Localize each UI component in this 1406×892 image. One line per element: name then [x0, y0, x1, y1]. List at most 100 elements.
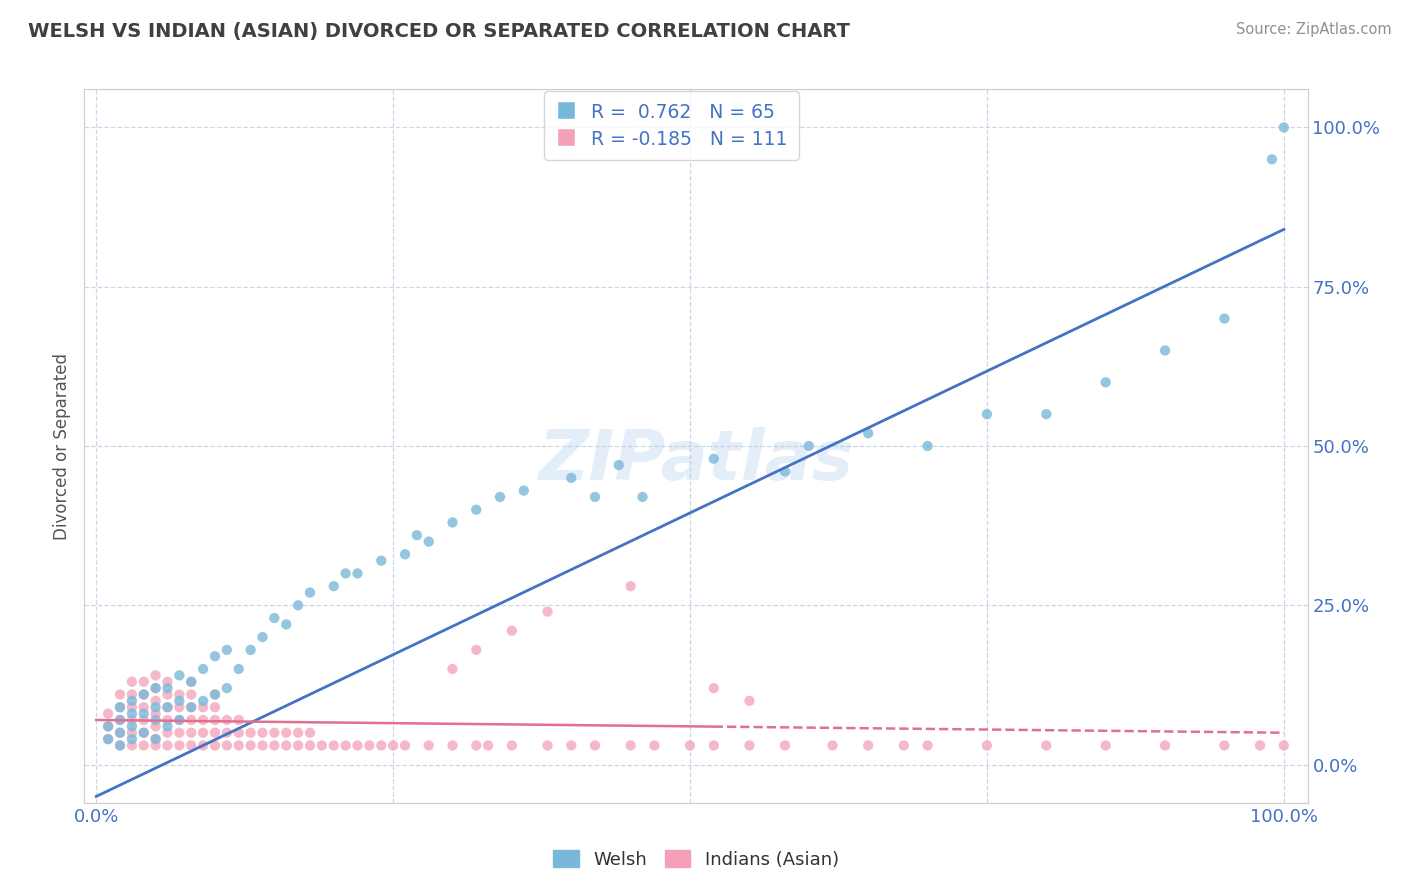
Point [856, 739, 879, 753]
Point [132, 739, 155, 753]
Point [773, 739, 796, 753]
Point [156, 688, 179, 702]
Point [263, 739, 285, 753]
Point [441, 739, 464, 753]
Point [169, 713, 191, 727]
Point [228, 739, 250, 753]
Point [1154, 739, 1177, 753]
Point [180, 713, 202, 727]
Point [228, 662, 250, 676]
Point [239, 643, 262, 657]
Legend: R =  0.762   N = 65, R = -0.185   N = 111: R = 0.762 N = 65, R = -0.185 N = 111 [544, 92, 799, 161]
Point [1213, 311, 1236, 326]
Point [108, 713, 131, 727]
Point [620, 739, 643, 753]
Point [156, 719, 179, 733]
Point [97, 706, 120, 721]
Point [204, 739, 226, 753]
Point [1213, 739, 1236, 753]
Point [322, 739, 344, 753]
Point [169, 668, 191, 682]
Point [477, 739, 499, 753]
Point [252, 630, 274, 644]
Point [156, 725, 179, 739]
Point [156, 681, 179, 695]
Point [263, 725, 285, 739]
Point [703, 681, 725, 695]
Y-axis label: Divorced or Separated: Divorced or Separated [53, 352, 72, 540]
Point [145, 694, 167, 708]
Point [513, 483, 536, 498]
Text: ZIPatlas: ZIPatlas [538, 426, 853, 494]
Text: Source: ZipAtlas.com: Source: ZipAtlas.com [1236, 22, 1392, 37]
Point [1272, 120, 1295, 135]
Point [856, 426, 879, 441]
Point [145, 719, 167, 733]
Point [145, 700, 167, 714]
Point [145, 681, 167, 695]
Point [215, 681, 238, 695]
Point [917, 439, 939, 453]
Text: WELSH VS INDIAN (ASIAN) DIVORCED OR SEPARATED CORRELATION CHART: WELSH VS INDIAN (ASIAN) DIVORCED OR SEPA… [28, 22, 851, 41]
Point [418, 739, 440, 753]
Point [1154, 343, 1177, 358]
Point [169, 688, 191, 702]
Point [215, 739, 238, 753]
Point [501, 739, 523, 753]
Point [132, 725, 155, 739]
Point [132, 700, 155, 714]
Point [156, 700, 179, 714]
Point [204, 725, 226, 739]
Point [204, 649, 226, 664]
Point [441, 662, 464, 676]
Point [465, 643, 488, 657]
Point [97, 732, 120, 747]
Point [191, 713, 214, 727]
Point [536, 605, 558, 619]
Point [97, 719, 120, 733]
Point [287, 599, 309, 613]
Point [228, 725, 250, 739]
Point [121, 706, 143, 721]
Point [204, 688, 226, 702]
Point [298, 585, 321, 599]
Point [394, 739, 416, 753]
Point [263, 611, 285, 625]
Point [1094, 376, 1116, 390]
Point [298, 739, 321, 753]
Point [465, 502, 488, 516]
Point [191, 725, 214, 739]
Point [108, 700, 131, 714]
Point [108, 725, 131, 739]
Point [204, 700, 226, 714]
Point [346, 739, 368, 753]
Point [976, 407, 998, 421]
Point [191, 700, 214, 714]
Point [108, 688, 131, 702]
Point [276, 725, 298, 739]
Point [501, 624, 523, 638]
Point [169, 713, 191, 727]
Point [121, 713, 143, 727]
Point [191, 662, 214, 676]
Point [204, 713, 226, 727]
Point [180, 688, 202, 702]
Point [418, 534, 440, 549]
Point [359, 739, 381, 753]
Point [239, 739, 262, 753]
Point [607, 458, 630, 472]
Point [797, 439, 820, 453]
Point [1094, 739, 1116, 753]
Point [132, 713, 155, 727]
Point [145, 706, 167, 721]
Point [643, 739, 665, 753]
Point [536, 739, 558, 753]
Point [276, 617, 298, 632]
Point [406, 528, 429, 542]
Point [121, 739, 143, 753]
Point [298, 725, 321, 739]
Point [631, 490, 654, 504]
Point [121, 694, 143, 708]
Point [370, 554, 392, 568]
Point [287, 725, 309, 739]
